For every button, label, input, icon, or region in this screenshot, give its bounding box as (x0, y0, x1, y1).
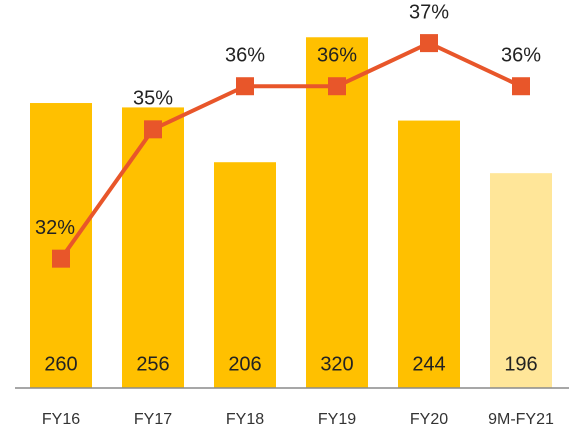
line-value-label: 35% (133, 88, 173, 110)
bar-value-label: 260 (44, 353, 77, 375)
line-value-label: 36% (501, 45, 541, 67)
bar (214, 162, 276, 388)
x-tick-label: FY20 (410, 411, 448, 428)
bar-value-label: 256 (136, 353, 169, 375)
line-marker (328, 77, 346, 96)
line-value-label: 32% (35, 217, 75, 239)
bar-value-label: 206 (228, 353, 261, 375)
bar (398, 120, 460, 388)
bar (122, 107, 184, 389)
x-tick-label: FY17 (134, 411, 172, 428)
line-value-label: 36% (225, 45, 265, 67)
line-value-label: 37% (409, 1, 449, 23)
x-tick-label: 9M-FY21 (488, 411, 554, 428)
bar-value-label: 196 (504, 353, 537, 375)
line-marker (144, 120, 162, 139)
line-marker (512, 77, 530, 96)
line-marker (52, 249, 70, 268)
line-marker (420, 34, 438, 53)
line-marker (236, 77, 254, 96)
x-tick-label: FY19 (318, 411, 356, 428)
bar-value-label: 320 (320, 353, 353, 375)
bar (490, 173, 552, 388)
line-series (59, 40, 522, 260)
bar (306, 37, 368, 389)
x-tick-label: FY16 (42, 411, 80, 428)
line-value-label: 36% (317, 45, 357, 67)
bar-value-label: 244 (412, 353, 445, 375)
bar (30, 103, 92, 388)
x-tick-label: FY18 (226, 411, 264, 428)
